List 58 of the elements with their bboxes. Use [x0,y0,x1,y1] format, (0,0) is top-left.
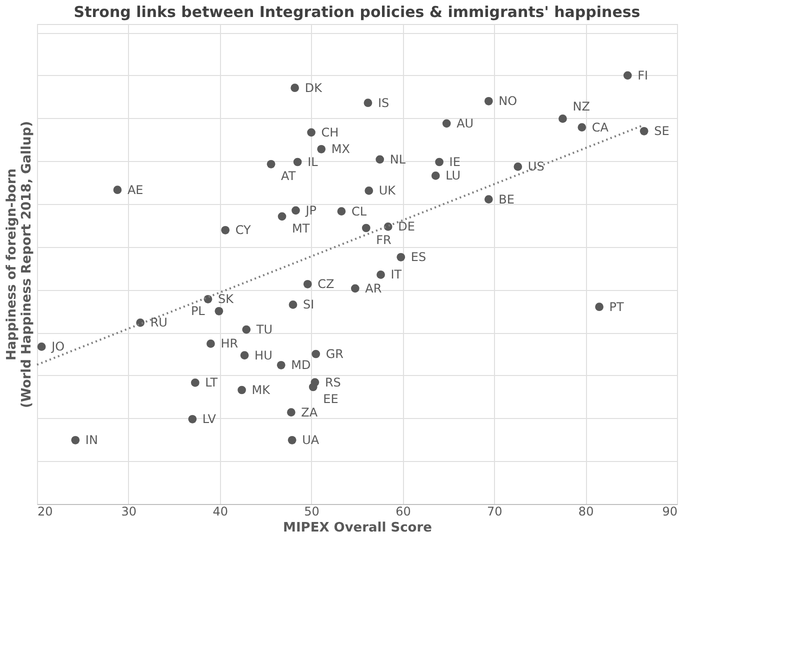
annotation: HR [220,336,238,351]
annotation: SK [218,292,235,306]
annotation: MK [252,383,272,397]
annotation: UK [378,184,397,198]
annotation: ZA [301,405,318,420]
annotation: CA [592,120,610,134]
x-tick-label: 20 [38,504,53,518]
annotation: DE [398,220,415,234]
x-tick-label: 40 [212,504,228,518]
annotation: AR [365,281,382,296]
annotation: IE [449,155,460,169]
annotation: PL [190,304,206,318]
chart-title: Strong links between Integration policies & immigrants' happiness [74,3,640,21]
annotation: AE [127,182,144,197]
annotation: IN [85,433,98,448]
annotation: MD [291,358,311,372]
annotation: RS [324,375,341,390]
annotation: NZ [572,100,590,114]
x-tick-label: 80 [578,504,594,518]
annotation: JP [304,203,317,218]
annotation: FI [638,68,648,82]
annotation: RU [150,316,168,330]
annotation: CL [351,204,367,218]
annotation: MT [292,221,310,236]
x-tick-label: 70 [487,504,502,518]
annotation: SE [654,124,670,138]
annotation: LT [205,376,218,390]
annotation: NO [498,94,518,108]
annotation: DK [304,80,324,95]
annotation: GR [326,347,344,361]
x-tick-label: 50 [304,504,320,518]
x-tick-label: 90 [662,504,678,518]
annotation: AU [456,116,474,130]
annotation: ES [410,250,426,264]
x-tick-label: 30 [121,504,137,518]
annotation: AT [281,169,296,184]
y-axis-title: Happiness of foreign-born (World Happiness Report 2018, Gallup) [4,121,34,408]
annotation: CY [235,223,252,238]
annotation: HU [254,348,272,362]
annotation: PT [609,300,625,314]
annotation: TU [255,322,272,337]
annotation: FR [376,233,392,247]
annotation: JO [50,340,65,354]
annotation: IS [378,96,390,110]
annotation: IT [390,268,402,282]
annotation: CH [321,125,339,140]
annotation: BE [498,192,514,206]
annotation: EE [323,392,338,406]
annotation: LU [446,168,461,183]
annotation: CZ [318,277,334,292]
annotation: IL [308,155,318,169]
annotation: NL [390,152,406,166]
x-tick-label: 60 [396,504,411,518]
annotation: UA [302,433,320,448]
annotation: MX [331,142,350,156]
x-axis-title: MIPEX Overall Score [283,520,432,536]
annotation: SI [303,298,314,312]
annotation: LV [202,412,217,426]
